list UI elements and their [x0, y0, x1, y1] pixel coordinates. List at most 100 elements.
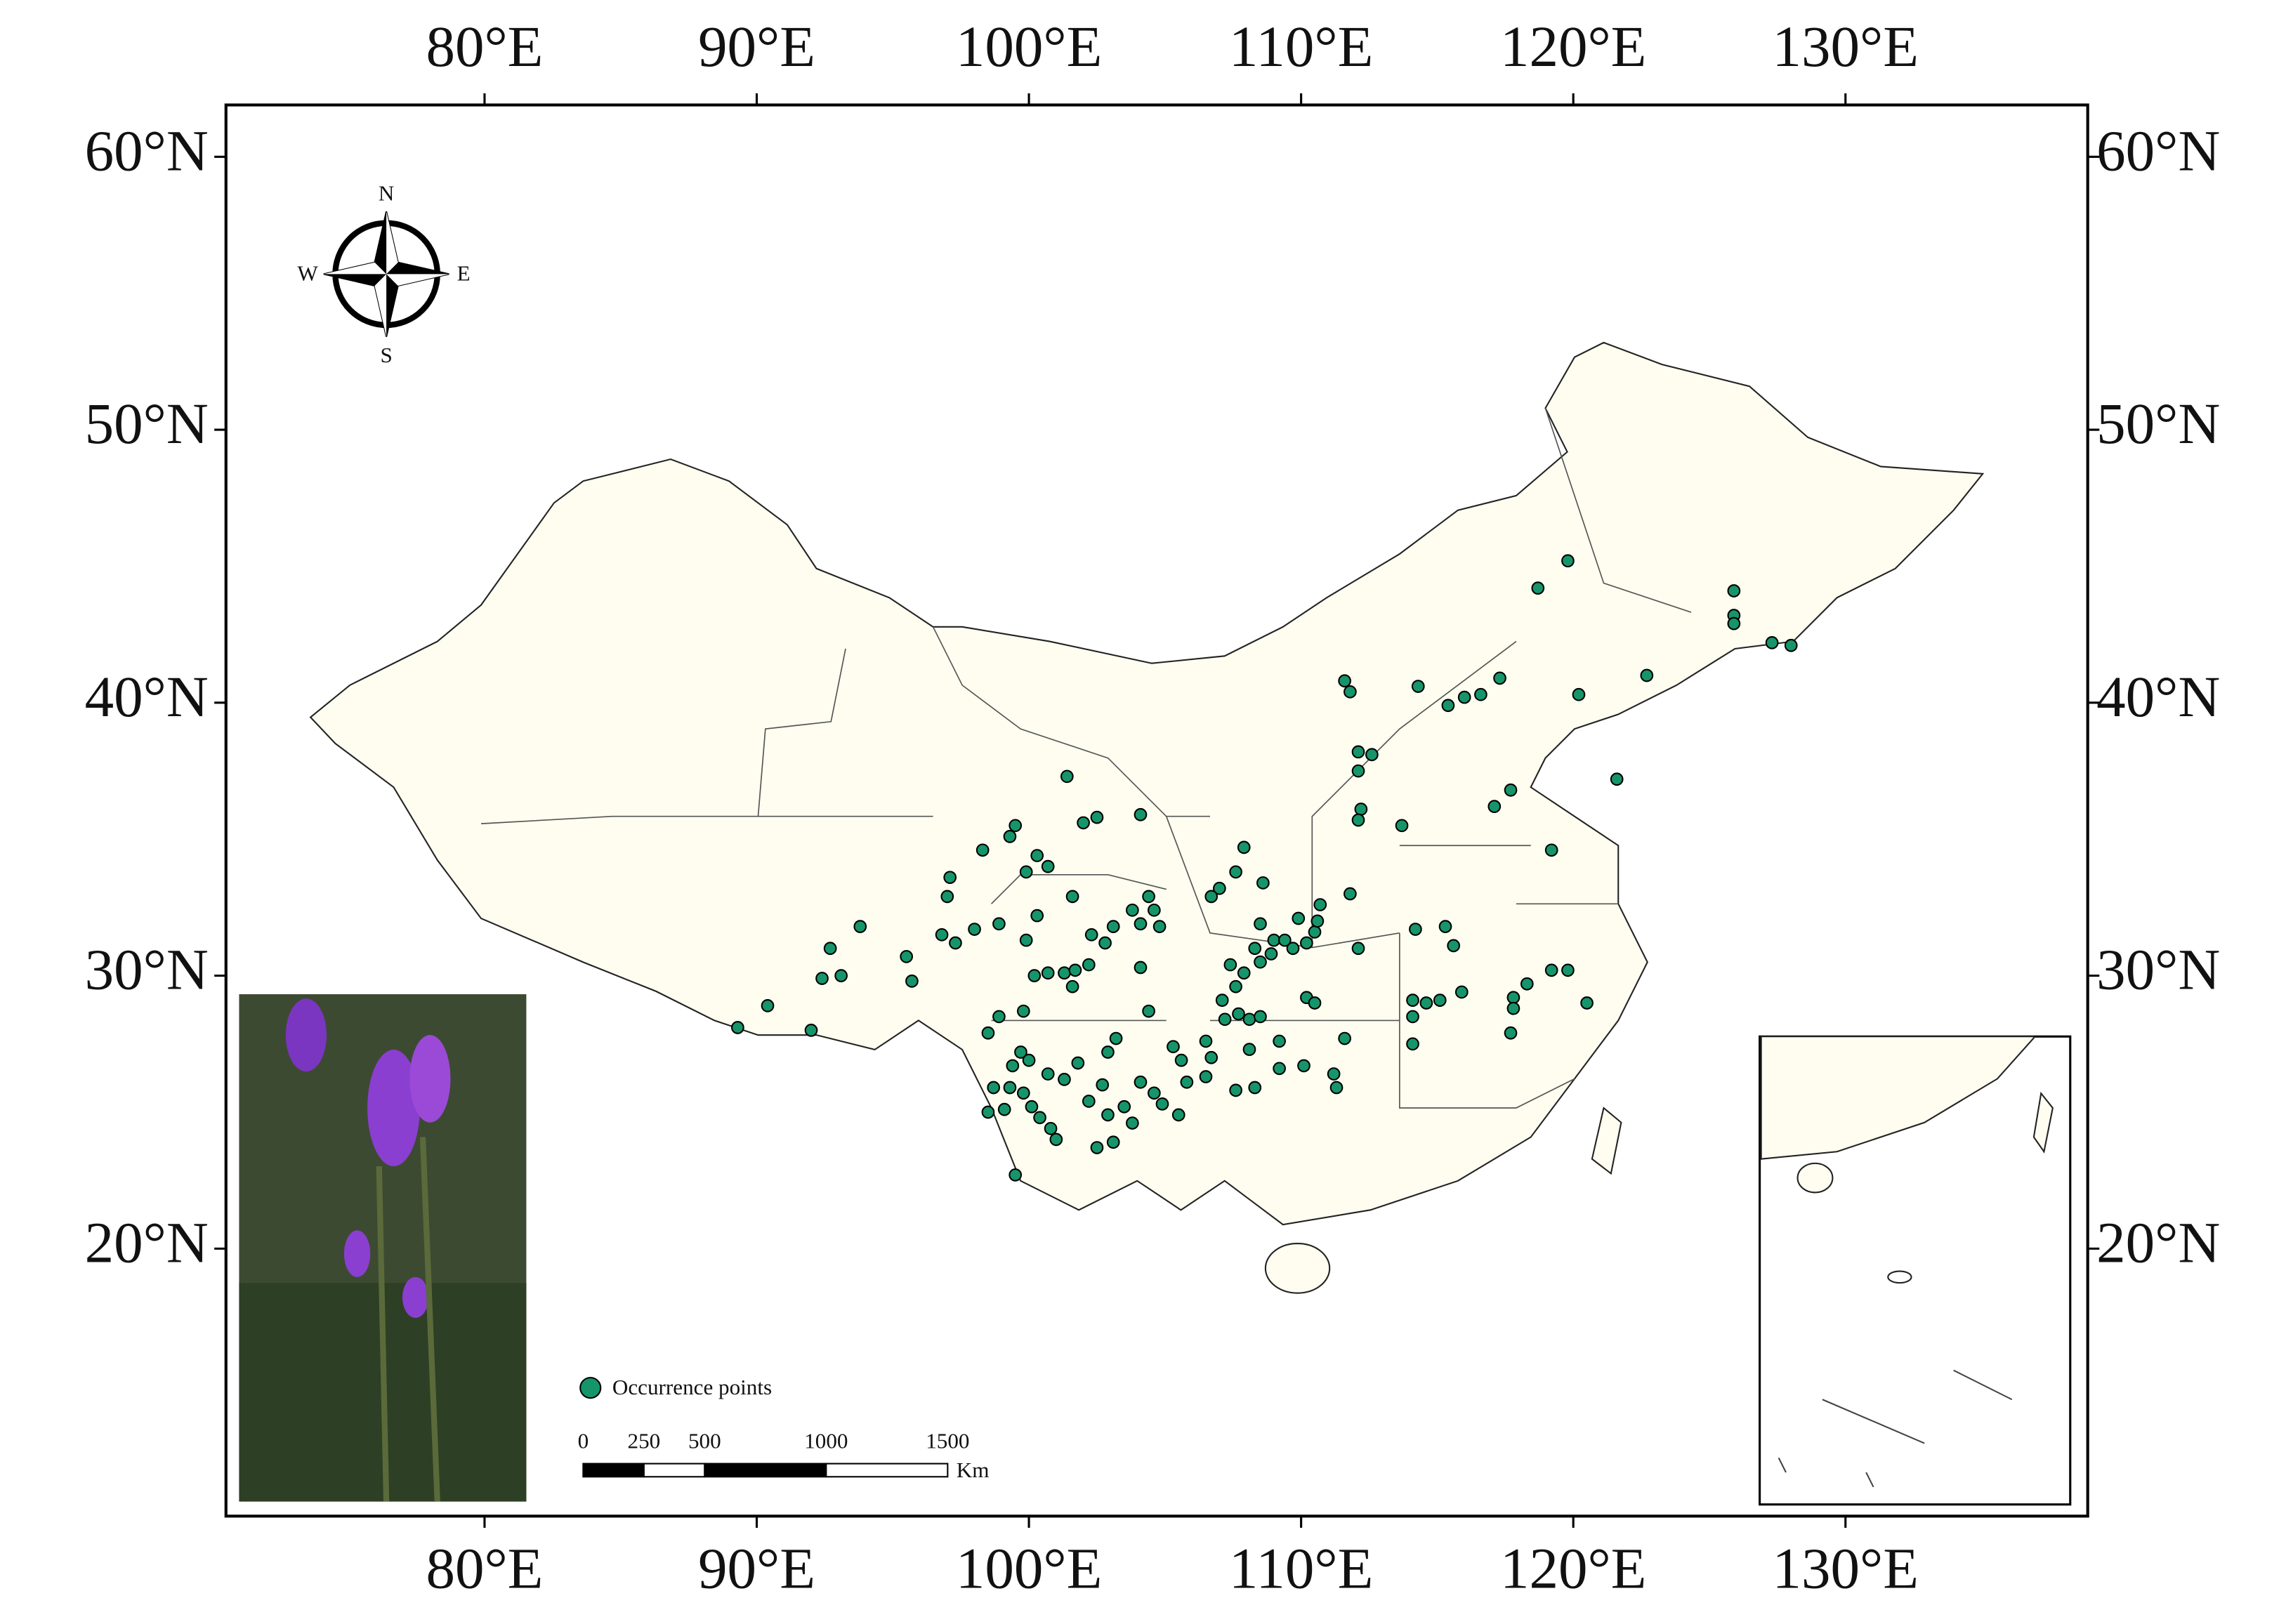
occurrence-point: [1098, 936, 1112, 950]
occurrence-point: [1344, 887, 1357, 901]
x-tick-label: 80°E: [426, 14, 543, 79]
occurrence-point: [1027, 969, 1042, 982]
occurrence-point: [1313, 898, 1327, 911]
occurrence-point: [905, 975, 919, 988]
occurrence-point: [1273, 1062, 1286, 1076]
x-tick-label: 120°E: [1500, 14, 1646, 79]
occurrence-point: [1504, 1026, 1518, 1040]
occurrence-point: [1406, 1037, 1419, 1051]
legend-marker: [579, 1377, 602, 1399]
occurrence-point: [1106, 1135, 1120, 1149]
occurrence-point: [1065, 890, 1079, 904]
occurrence-point: [1180, 1075, 1194, 1089]
occurrence-point: [853, 920, 867, 933]
occurrence-point: [1610, 772, 1624, 786]
y-tick-label: 60°N: [85, 118, 209, 183]
occurrence-point: [1254, 955, 1267, 969]
occurrence-point: [1229, 1083, 1242, 1097]
scale-label: 500: [688, 1429, 721, 1453]
occurrence-point: [1003, 830, 1017, 843]
occurrence-point: [804, 1024, 818, 1037]
legend: Occurrence points: [579, 1375, 772, 1399]
occurrence-point: [1433, 993, 1447, 1007]
occurrence-point: [1096, 1078, 1110, 1092]
occurrence-point: [1101, 1108, 1115, 1122]
occurrence-point: [1009, 1168, 1023, 1182]
occurrence-point: [1134, 960, 1148, 975]
occurrence-point: [1457, 690, 1471, 704]
occurrence-point: [1041, 859, 1055, 873]
occurrence-point: [1406, 993, 1419, 1007]
scale-label: 1000: [804, 1429, 848, 1453]
occurrence-point: [987, 1081, 1001, 1095]
occurrence-point: [992, 1010, 1006, 1024]
occurrence-point: [1148, 903, 1161, 917]
occurrence-point: [1300, 936, 1313, 950]
occurrence-point: [1041, 966, 1055, 980]
compass-west: W: [297, 261, 318, 286]
occurrence-point: [1264, 947, 1278, 960]
occurrence-point: [1058, 966, 1071, 980]
occurrence-point: [1082, 958, 1096, 972]
occurrence-point: [981, 1105, 995, 1119]
y-tick-label: 40°N: [85, 664, 209, 729]
x-tick-label: 80°E: [426, 1536, 543, 1600]
occurrence-point: [1254, 1010, 1267, 1024]
occurrence-point: [1544, 843, 1558, 857]
occurrence-point: [1071, 1056, 1085, 1070]
occurrence-point: [834, 969, 848, 982]
occurrence-point: [1167, 1040, 1180, 1054]
occurrence-point: [1640, 668, 1654, 682]
occurrence-point: [1223, 958, 1237, 972]
occurrence-point: [1090, 1141, 1104, 1154]
occurrence-point: [935, 927, 949, 942]
occurrence-point: [1248, 942, 1262, 956]
compass-south: S: [380, 343, 392, 367]
x-tick-label: 130°E: [1773, 14, 1919, 79]
occurrence-point: [1006, 1059, 1020, 1073]
occurrence-point: [1237, 840, 1251, 854]
y-tick-label: 20°N: [2096, 1210, 2220, 1274]
occurrence-point: [1213, 881, 1226, 895]
occurrence-point: [1487, 800, 1502, 813]
occurrence-point: [1520, 977, 1534, 991]
x-tick-label: 120°E: [1500, 1536, 1646, 1600]
occurrence-point: [992, 917, 1006, 931]
occurrence-point: [1117, 1100, 1131, 1114]
occurrence-point: [949, 936, 962, 950]
occurrence-point: [1022, 1053, 1036, 1067]
occurrence-point: [1406, 1010, 1419, 1024]
occurrence-point: [1044, 1121, 1058, 1135]
compass-east: E: [457, 261, 471, 286]
occurrence-point: [1409, 923, 1422, 936]
occurrence-point: [1273, 1034, 1286, 1048]
occurrence-point: [1354, 803, 1368, 816]
occurrence-point: [1308, 996, 1322, 1010]
occurrence-point: [815, 972, 829, 985]
occurrence-point: [1327, 1067, 1341, 1081]
occurrence-point: [1082, 1095, 1096, 1108]
occurrence-point: [1441, 699, 1455, 713]
occurrence-point: [1101, 1045, 1115, 1059]
occurrence-point: [1199, 1070, 1213, 1083]
occurrence-point: [1286, 942, 1300, 956]
occurrence-point: [1125, 903, 1139, 917]
occurrence-point: [940, 890, 954, 904]
occurrence-point: [1242, 1012, 1256, 1026]
scale-bar-segment: [582, 1463, 645, 1478]
occurrence-point: [1310, 914, 1325, 928]
y-tick-label: 40°N: [2096, 664, 2220, 729]
occurrence-point: [1447, 939, 1461, 953]
occurrence-point: [1134, 807, 1148, 821]
occurrence-point: [943, 871, 957, 885]
occurrence-point: [1267, 933, 1281, 947]
scale-bar-segment: [825, 1463, 949, 1478]
occurrence-point: [1351, 745, 1365, 759]
occurrence-point: [1125, 1116, 1139, 1130]
occurrence-point: [1016, 1086, 1030, 1100]
occurrence-point: [1148, 1086, 1161, 1100]
x-tick-label: 130°E: [1773, 1536, 1919, 1600]
occurrence-point: [1254, 917, 1267, 931]
